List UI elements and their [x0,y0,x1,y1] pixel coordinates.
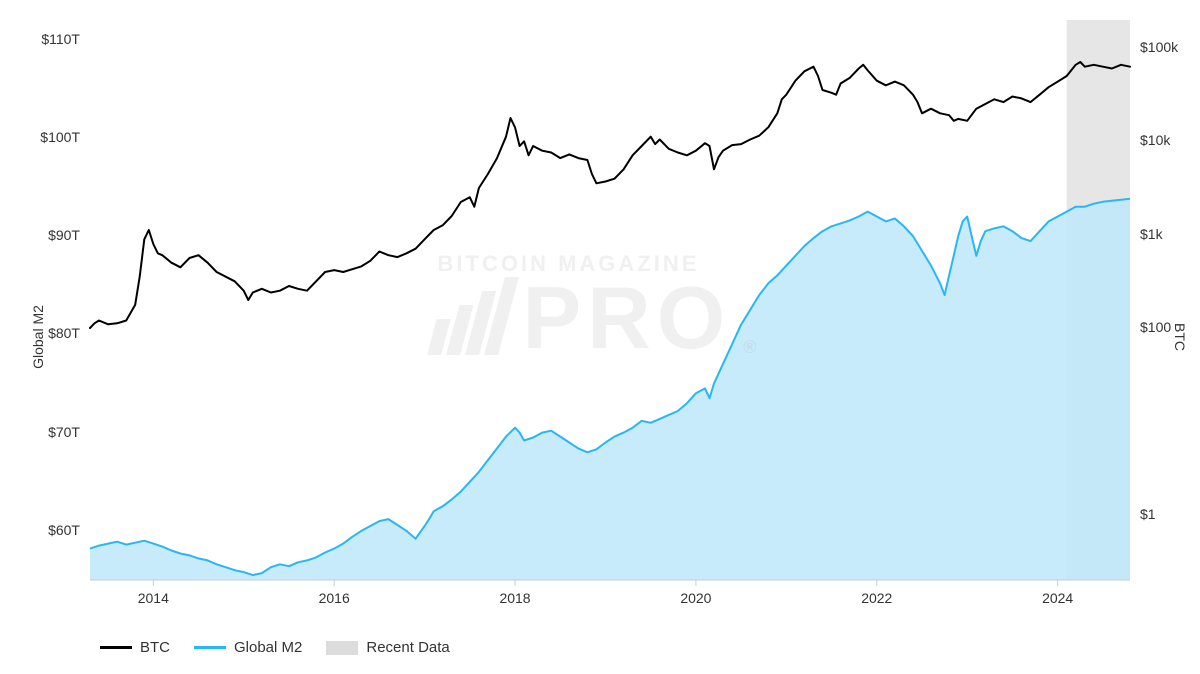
y-left-tick: $110T [20,31,80,47]
legend-swatch-btc [100,646,132,649]
x-tick: 2022 [847,590,907,606]
y-right-tick: $100 [1140,319,1200,335]
legend-swatch-recent [326,641,358,655]
chart-svg [0,0,1200,674]
y-right-tick: $100k [1140,39,1200,55]
x-tick: 2024 [1028,590,1088,606]
y-left-tick: $60T [20,522,80,538]
x-tick: 2014 [123,590,183,606]
legend-swatch-m2 [194,646,226,649]
x-tick: 2020 [666,590,726,606]
y-right-tick: $1k [1140,226,1200,242]
legend-item-recent: Recent Data [326,639,449,656]
legend-label: Global M2 [234,639,302,656]
x-tick: 2018 [485,590,545,606]
legend: BTC Global M2 Recent Data [100,639,450,656]
legend-item-btc: BTC [100,639,170,656]
y-left-tick: $100T [20,129,80,145]
legend-label: BTC [140,639,170,656]
y-left-tick: $90T [20,227,80,243]
chart-container: BITCOIN MAGAZINE PRO® Global M2 BTC $60T… [0,0,1200,674]
x-tick: 2016 [304,590,364,606]
legend-item-m2: Global M2 [194,639,302,656]
y-right-tick: $10k [1140,132,1200,148]
y-right-tick: $1 [1140,506,1200,522]
y-left-tick: $70T [20,424,80,440]
legend-label: Recent Data [366,639,449,656]
y-left-tick: $80T [20,325,80,341]
